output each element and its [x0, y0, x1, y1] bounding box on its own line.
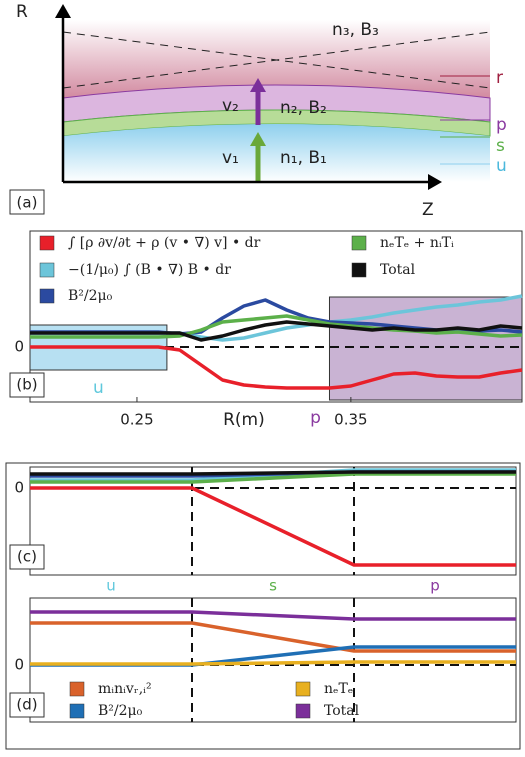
x-axis-label: R(m) — [223, 410, 265, 430]
panel-label: (d) — [16, 696, 37, 714]
series-line — [30, 660, 516, 666]
layer-label: n₂, B₂ — [280, 98, 327, 118]
x-tick-label: 0.25 — [120, 411, 153, 429]
legend-label: ∫ [ρ ∂v/∂t + ρ (v • ∇) v] • dr — [68, 235, 261, 251]
category-label: s — [269, 577, 277, 595]
category-label: p — [430, 577, 440, 595]
legend-swatch — [351, 235, 367, 251]
panel-label-box — [9, 544, 45, 570]
layer-tag: p — [496, 115, 507, 135]
region-u — [63, 124, 490, 182]
legend-label: Total — [380, 262, 416, 278]
arrowhead — [250, 132, 266, 146]
legend-label: B²/2μ₀ — [68, 288, 113, 304]
layer-tag: r — [496, 68, 503, 88]
velocity-label: v₁ — [222, 148, 239, 168]
x-tick-label: 0.35 — [334, 411, 367, 429]
outer-frame — [5, 462, 521, 750]
series-line — [30, 314, 523, 339]
series-line — [30, 610, 516, 621]
legend-swatch — [295, 681, 311, 697]
series-line — [30, 470, 516, 476]
legend-swatch — [69, 681, 85, 697]
legend-label: −(1/μ₀) ∫ (B • ∇) B • dr — [68, 262, 231, 278]
plot-frame — [29, 466, 517, 576]
axis-label: R — [16, 2, 28, 22]
series-line — [30, 486, 516, 567]
legend-swatch — [69, 703, 85, 719]
layer-tag: s — [496, 136, 505, 156]
panel-label-box — [9, 189, 45, 215]
arrowhead — [55, 4, 71, 18]
legend-label: B²/2μ₀ — [98, 703, 143, 719]
series-line — [30, 621, 516, 653]
legend-label: Total — [324, 703, 360, 719]
velocity-label: v₂ — [222, 96, 239, 116]
y-tick-label: 0 — [14, 338, 24, 356]
layer-label: n₁, B₁ — [280, 148, 327, 168]
layer-tag: u — [496, 156, 507, 176]
legend-label: nₑTₑ + nᵢTᵢ — [380, 235, 454, 251]
region-r — [63, 20, 490, 98]
y-tick-label: 0 — [14, 656, 24, 674]
legend-label: nₑTₑ — [324, 681, 353, 697]
legend-swatch — [39, 288, 55, 304]
series-line — [30, 320, 523, 342]
legend-swatch — [351, 262, 367, 278]
axis-label: Z — [422, 200, 434, 220]
region-label: u — [93, 378, 104, 398]
category-label: u — [106, 577, 116, 595]
arrowhead — [250, 78, 266, 92]
dashed-line — [62, 31, 491, 89]
legend-label: mᵢnᵢvᵣ,ᵢ² — [98, 681, 152, 697]
panel-label: (c) — [17, 548, 37, 566]
panel-label: (b) — [16, 376, 37, 394]
layer-label: n₃, B₃ — [332, 20, 379, 40]
arrowhead — [428, 174, 442, 190]
region-label: p — [310, 408, 321, 428]
panel-label-box — [9, 692, 45, 718]
panel-a: R Z n₃, B₃ n₂, B₂ n₁, B₁ v₂ v₁ r p s u (… — [9, 2, 507, 220]
series-line — [30, 472, 516, 484]
panel-label: (a) — [17, 194, 38, 212]
panel-label-box — [9, 372, 45, 398]
y-tick-label: 0 — [14, 479, 24, 497]
legend-swatch — [39, 262, 55, 278]
series-line — [30, 345, 523, 390]
legend-swatch — [39, 235, 55, 251]
legend-swatch — [295, 703, 311, 719]
